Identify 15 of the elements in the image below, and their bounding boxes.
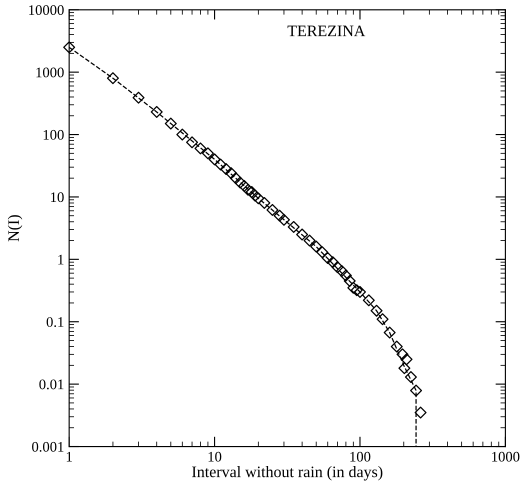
x-tick-label: 100 (350, 452, 370, 462)
y-axis-title: N(I) (8, 215, 22, 242)
x-tick-label: 10 (208, 452, 222, 462)
x-tick-label: 1000 (492, 452, 520, 462)
y-tick-label: 0.1 (46, 317, 64, 327)
y-tick-label: 1000 (36, 68, 64, 78)
y-tick-label: 1 (58, 254, 64, 264)
y-tick-label: 0.01 (39, 379, 64, 390)
y-tick-label: 0.001 (32, 442, 64, 452)
y-tick-label: 100 (44, 130, 64, 140)
x-axis-title: Interval without rain (in days) (192, 466, 382, 481)
y-tick-label: 10000 (29, 5, 64, 15)
y-tick-label: 10 (51, 192, 64, 202)
x-tick-label: 1 (66, 452, 72, 462)
text: TEREZINA (288, 26, 366, 36)
